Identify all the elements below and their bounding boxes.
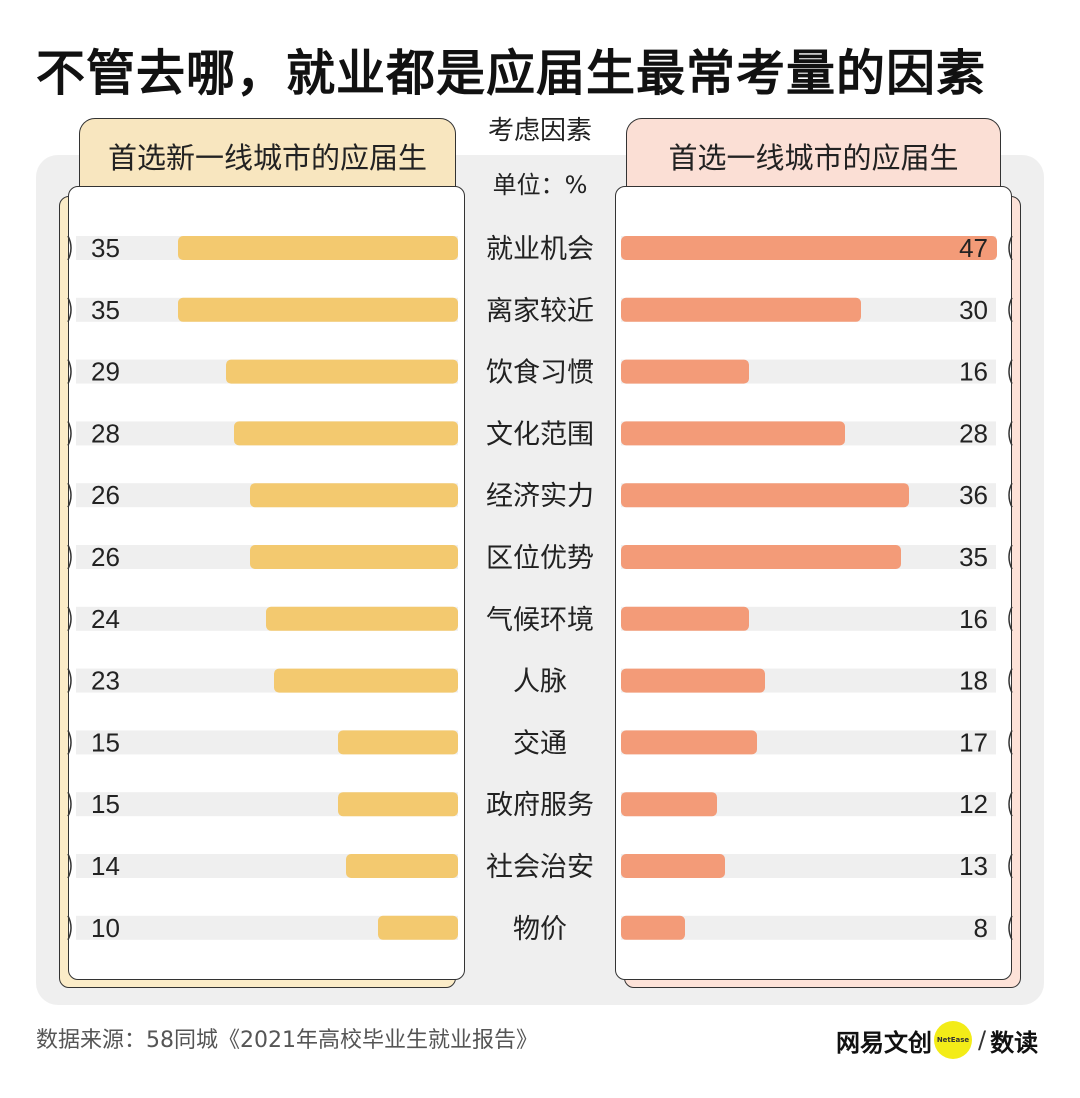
left-value-label: 15 (91, 789, 120, 819)
left-ring-mark (67, 482, 72, 508)
left-value-label: 28 (91, 418, 120, 448)
factor-label: 物价 (513, 914, 567, 945)
left-bar (250, 545, 458, 569)
left-value-label: 35 (91, 233, 120, 263)
netease-badge-icon: NetEase (934, 1021, 972, 1059)
brand-logo: 网易文创 NetEase / 数读 (836, 1020, 1038, 1060)
center-header: 考虑因素 单位：% (466, 114, 614, 202)
right-ring-mark (1008, 915, 1013, 941)
right-panel-label: 首选一线城市的应届生 (626, 118, 1001, 188)
right-bar (621, 359, 749, 384)
factor-label: 社会治安 (486, 852, 594, 883)
left-ring-mark (67, 791, 72, 817)
right-value-label: 47 (959, 233, 988, 263)
factor-label: 文化范围 (486, 419, 594, 450)
right-bar (621, 668, 765, 693)
left-bar (250, 483, 458, 508)
right-value-label: 28 (959, 418, 988, 448)
right-value-label: 16 (959, 604, 988, 634)
left-value-label: 24 (91, 604, 120, 634)
left-value-label: 15 (91, 727, 120, 757)
factor-label: 政府服务 (486, 790, 594, 821)
right-value-label: 8 (974, 913, 988, 943)
brand-separator: / (978, 1026, 987, 1054)
left-value-label: 29 (91, 357, 120, 387)
brand-name-right: 数读 (990, 1028, 1039, 1057)
center-band (466, 225, 614, 965)
left-ring-mark (67, 297, 72, 323)
right-value-label: 16 (959, 357, 988, 387)
left-ring-mark (67, 853, 72, 879)
right-ring-mark (1008, 606, 1013, 632)
left-value-label: 23 (91, 666, 120, 696)
right-bar (621, 792, 717, 817)
right-value-label: 36 (959, 480, 988, 510)
right-ring-mark (1008, 853, 1013, 879)
chart-title: 不管去哪，就业都是应届生最常考量的因素 (36, 45, 987, 102)
right-ring-mark (1008, 235, 1013, 261)
factor-column-title: 考虑因素 (487, 116, 592, 146)
factor-label: 经济实力 (486, 481, 594, 512)
left-bar (178, 236, 458, 260)
right-value-label: 17 (959, 727, 988, 757)
right-bar (621, 854, 725, 878)
left-bar (178, 297, 458, 322)
right-value-label: 13 (959, 851, 988, 881)
right-ring-mark (1008, 359, 1013, 384)
right-bar (621, 483, 909, 508)
unit-label: 单位：% (492, 171, 588, 199)
left-ring-mark (67, 359, 72, 384)
right-ring-mark (1008, 544, 1013, 570)
left-bar (338, 792, 458, 817)
left-bar (226, 359, 458, 384)
factor-label: 离家较近 (486, 296, 594, 327)
left-ring-mark (67, 915, 72, 941)
left-ring-mark (67, 668, 72, 693)
left-bar (378, 915, 458, 940)
factor-label: 饮食习惯 (486, 358, 594, 389)
left-bar (266, 606, 458, 631)
left-value-label: 14 (91, 851, 120, 881)
right-ring-mark (1008, 791, 1013, 817)
factor-label: 气候环境 (486, 605, 594, 636)
left-value-label: 35 (91, 295, 120, 325)
right-ring-mark (1008, 668, 1013, 693)
left-bar (234, 421, 458, 446)
left-panel-label: 首选新一线城市的应届生 (79, 118, 456, 188)
data-source: 数据来源：58同城《2021年高校毕业生就业报告》 (36, 1028, 538, 1053)
right-ring-mark (1008, 297, 1013, 323)
left-bar (338, 730, 458, 755)
left-value-label: 26 (91, 480, 120, 510)
right-bar (621, 297, 861, 322)
factor-label: 就业机会 (486, 234, 594, 265)
left-ring-mark (67, 730, 72, 755)
factor-label: 交通 (513, 728, 567, 759)
factor-label: 区位优势 (486, 543, 594, 574)
right-value-label: 12 (959, 789, 988, 819)
right-bar (621, 545, 901, 569)
right-value-label: 18 (959, 666, 988, 696)
right-ring-mark (1008, 730, 1013, 755)
factor-label: 人脉 (513, 667, 567, 698)
right-ring-mark (1008, 482, 1013, 508)
right-bar (621, 236, 997, 260)
right-value-label: 35 (959, 542, 988, 572)
left-ring-mark (67, 544, 72, 570)
right-ring-mark (1008, 421, 1013, 446)
left-bar (346, 854, 458, 878)
left-bar (274, 668, 458, 693)
left-ring-mark (67, 606, 72, 632)
right-value-label: 30 (959, 295, 988, 325)
right-bar (621, 730, 757, 755)
right-bar (621, 421, 845, 446)
right-bar (621, 606, 749, 631)
brand-name-left: 网易文创 (836, 1028, 932, 1057)
left-ring-mark (67, 421, 72, 446)
left-value-label: 10 (91, 913, 120, 943)
left-ring-mark (67, 235, 72, 261)
right-bar (621, 915, 685, 940)
left-value-label: 26 (91, 542, 120, 572)
